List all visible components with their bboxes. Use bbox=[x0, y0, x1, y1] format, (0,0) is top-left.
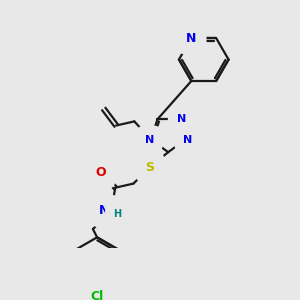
Text: N: N bbox=[183, 135, 193, 145]
Text: N: N bbox=[145, 135, 154, 145]
Text: N: N bbox=[177, 114, 186, 124]
Text: Cl: Cl bbox=[91, 290, 104, 300]
Text: H: H bbox=[113, 209, 121, 219]
Text: N: N bbox=[186, 32, 197, 45]
Text: N: N bbox=[99, 204, 110, 218]
Text: O: O bbox=[95, 166, 106, 179]
Text: S: S bbox=[146, 160, 154, 173]
